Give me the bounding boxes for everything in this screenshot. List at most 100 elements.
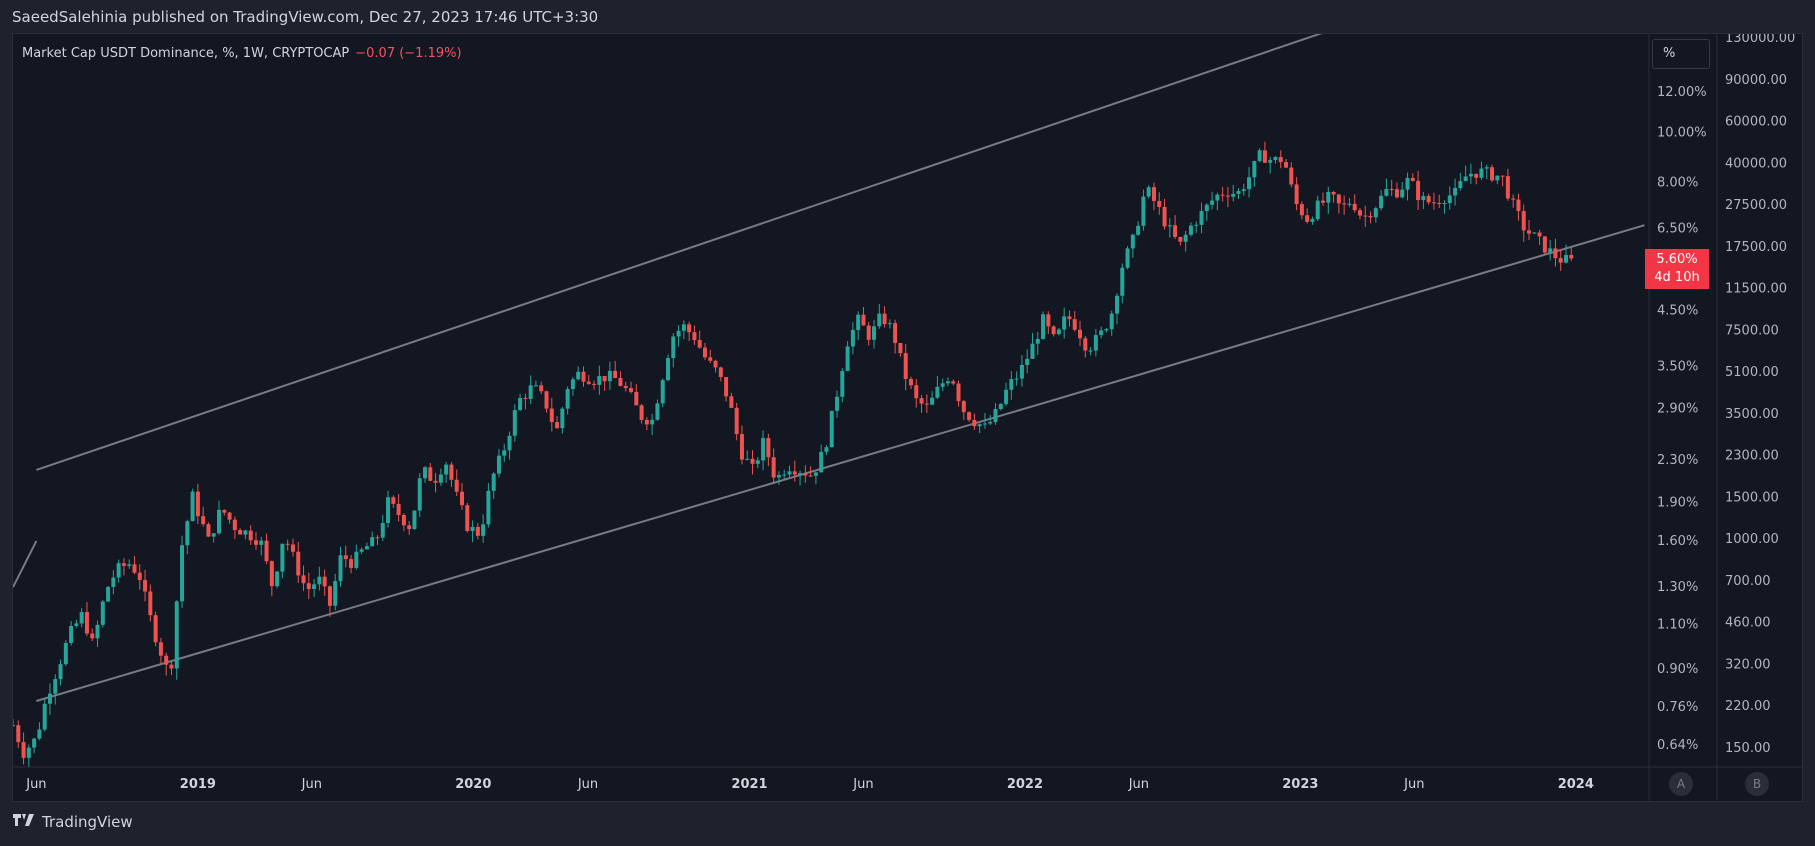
candle-body [327, 586, 332, 606]
candle-body [945, 381, 950, 384]
candle-body [111, 577, 116, 588]
candle-body [729, 396, 734, 408]
candle-body [180, 545, 185, 602]
candle-body [898, 342, 903, 354]
last-price-label: 5.60% 4d 10h [1645, 249, 1709, 289]
candle-body [893, 323, 898, 343]
candle-body [1257, 150, 1262, 162]
price-tick-label: 2.30% [1657, 453, 1698, 468]
candle-body [201, 516, 206, 525]
candle-body [1035, 338, 1040, 344]
price-tick-label: 0.76% [1657, 700, 1698, 715]
candle-body [533, 385, 538, 387]
candle-body [766, 438, 771, 458]
time-tick-label: Jun [852, 777, 873, 792]
candle-body [1426, 196, 1431, 203]
candle-body [217, 509, 222, 534]
secondary-tick-label: 27500.00 [1725, 198, 1787, 213]
candle-body [1490, 167, 1495, 181]
candle-body [935, 386, 940, 398]
time-tick-label: Jun [1403, 777, 1424, 792]
candle-body [1067, 316, 1072, 320]
candle-body [1479, 168, 1484, 178]
footer-branding[interactable]: TradingView [12, 813, 133, 831]
candle-body [639, 405, 644, 420]
candle-body [1157, 200, 1162, 207]
auto-scale-button[interactable]: A [1669, 772, 1693, 796]
legend-series-label: Market Cap USDT Dominance, %, 1W, CRYPTO… [22, 46, 350, 61]
candle-body [1474, 173, 1479, 178]
candle-body [354, 551, 359, 568]
candle-body [1093, 335, 1098, 351]
candle-body [1527, 230, 1532, 234]
candle-body [243, 530, 248, 535]
last-price-value: 5.60% [1656, 252, 1698, 267]
secondary-tick-label: 700.00 [1725, 574, 1771, 589]
candle-body [718, 367, 723, 378]
candle-body [967, 412, 972, 420]
chart-legend[interactable]: Market Cap USDT Dominance, %, 1W, CRYPTO… [22, 46, 462, 61]
candle-body [232, 519, 237, 531]
candles-group [13, 141, 1574, 767]
candle-body [491, 473, 496, 491]
candle-body [486, 490, 491, 525]
b-scale-button[interactable]: B [1745, 772, 1769, 796]
candle-body [1442, 203, 1447, 205]
secondary-tick-label: 220.00 [1725, 699, 1771, 714]
candle-body [1453, 188, 1458, 196]
candle-body [539, 385, 544, 392]
candle-body [1062, 316, 1067, 330]
candle-body [1342, 203, 1347, 205]
candle-body [32, 738, 37, 748]
candle-body [702, 347, 707, 358]
chart-frame[interactable]: 12.00% 10.00% 8.00% 6.50% 4.50% 3.50% 2.90% 2.3… [12, 33, 1803, 802]
candle-body [116, 563, 121, 578]
candle-body [1030, 343, 1035, 359]
candle-body [924, 403, 929, 405]
candle-body [21, 742, 26, 758]
time-tick-label: 2022 [1007, 777, 1043, 792]
candle-body [375, 537, 380, 539]
candle-body [90, 633, 95, 639]
candle-body [1004, 389, 1009, 404]
candle-body [496, 455, 501, 474]
legend-change-value: −0.07 (−1.19%) [355, 46, 462, 61]
candle-body [359, 549, 364, 552]
candle-body [1357, 210, 1362, 216]
candle-body [100, 601, 105, 625]
channel-line-upper [36, 34, 1323, 471]
candle-body [53, 679, 58, 694]
candle-body [1225, 195, 1230, 197]
candle-body [280, 543, 285, 572]
candle-body [1389, 188, 1394, 190]
candle-body [930, 397, 935, 405]
candle-body [470, 526, 475, 531]
candle-body [1558, 258, 1563, 263]
candle-body [1500, 175, 1505, 177]
candle-body [16, 725, 21, 743]
candle-body [972, 419, 977, 427]
candle-body [1405, 177, 1410, 190]
candlestick-chart[interactable]: 12.00% 10.00% 8.00% 6.50% 4.50% 3.50% 2.90% 2.3… [13, 34, 1802, 801]
candle-body [951, 381, 956, 384]
price-tick-label: 8.00% [1657, 175, 1698, 190]
candle-body [1363, 215, 1368, 217]
scale-unit-button[interactable]: % [1652, 39, 1710, 69]
candle-body [1130, 234, 1135, 249]
price-tick-label: 10.00% [1657, 126, 1707, 141]
candle-body [1463, 176, 1468, 182]
candle-body [982, 423, 987, 425]
candle-body [708, 357, 713, 361]
candle-body [776, 475, 781, 478]
candle-body [908, 378, 913, 386]
candle-body [1173, 225, 1178, 237]
candle-body [137, 572, 142, 580]
candle-body [95, 624, 100, 639]
secondary-tick-label: 130000.00 [1725, 34, 1795, 46]
candle-body [47, 693, 52, 704]
candle-body [412, 510, 417, 530]
candle-body [1025, 358, 1030, 366]
candle-body [106, 587, 111, 602]
candle-body [1416, 180, 1421, 201]
secondary-tick-label: 11500.00 [1725, 282, 1787, 297]
